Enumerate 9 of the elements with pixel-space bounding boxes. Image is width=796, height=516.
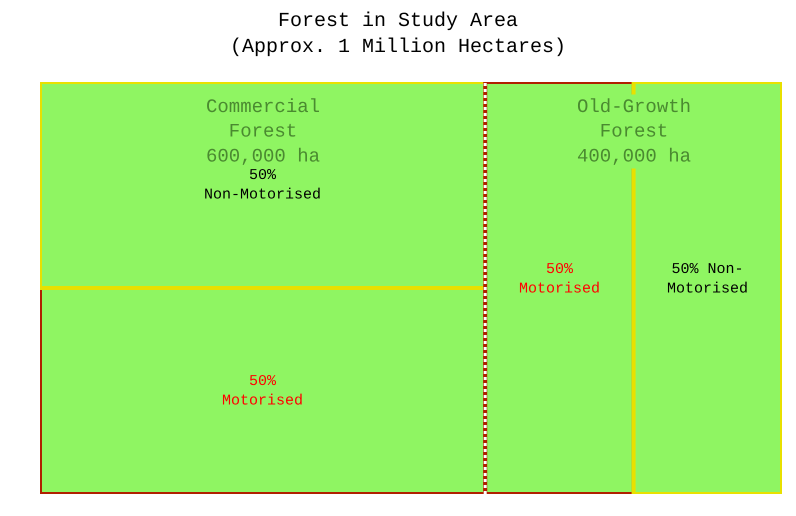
category-label: Commercial Forest (206, 96, 320, 143)
data-label: 50% Motorised (222, 373, 304, 410)
data-label: 50% Non-Motorised (204, 167, 322, 204)
data-label: 600,000 ha (206, 145, 320, 168)
data-label: 50% Non- Motorised (667, 261, 748, 298)
data-label: 400,000 ha (577, 145, 692, 168)
text: Forest in Study Area (Approx. 1 Million Hectares) (230, 10, 566, 59)
data-label: 50% Motorised (519, 261, 600, 298)
category-label: Old-Growth Forest (577, 96, 692, 143)
